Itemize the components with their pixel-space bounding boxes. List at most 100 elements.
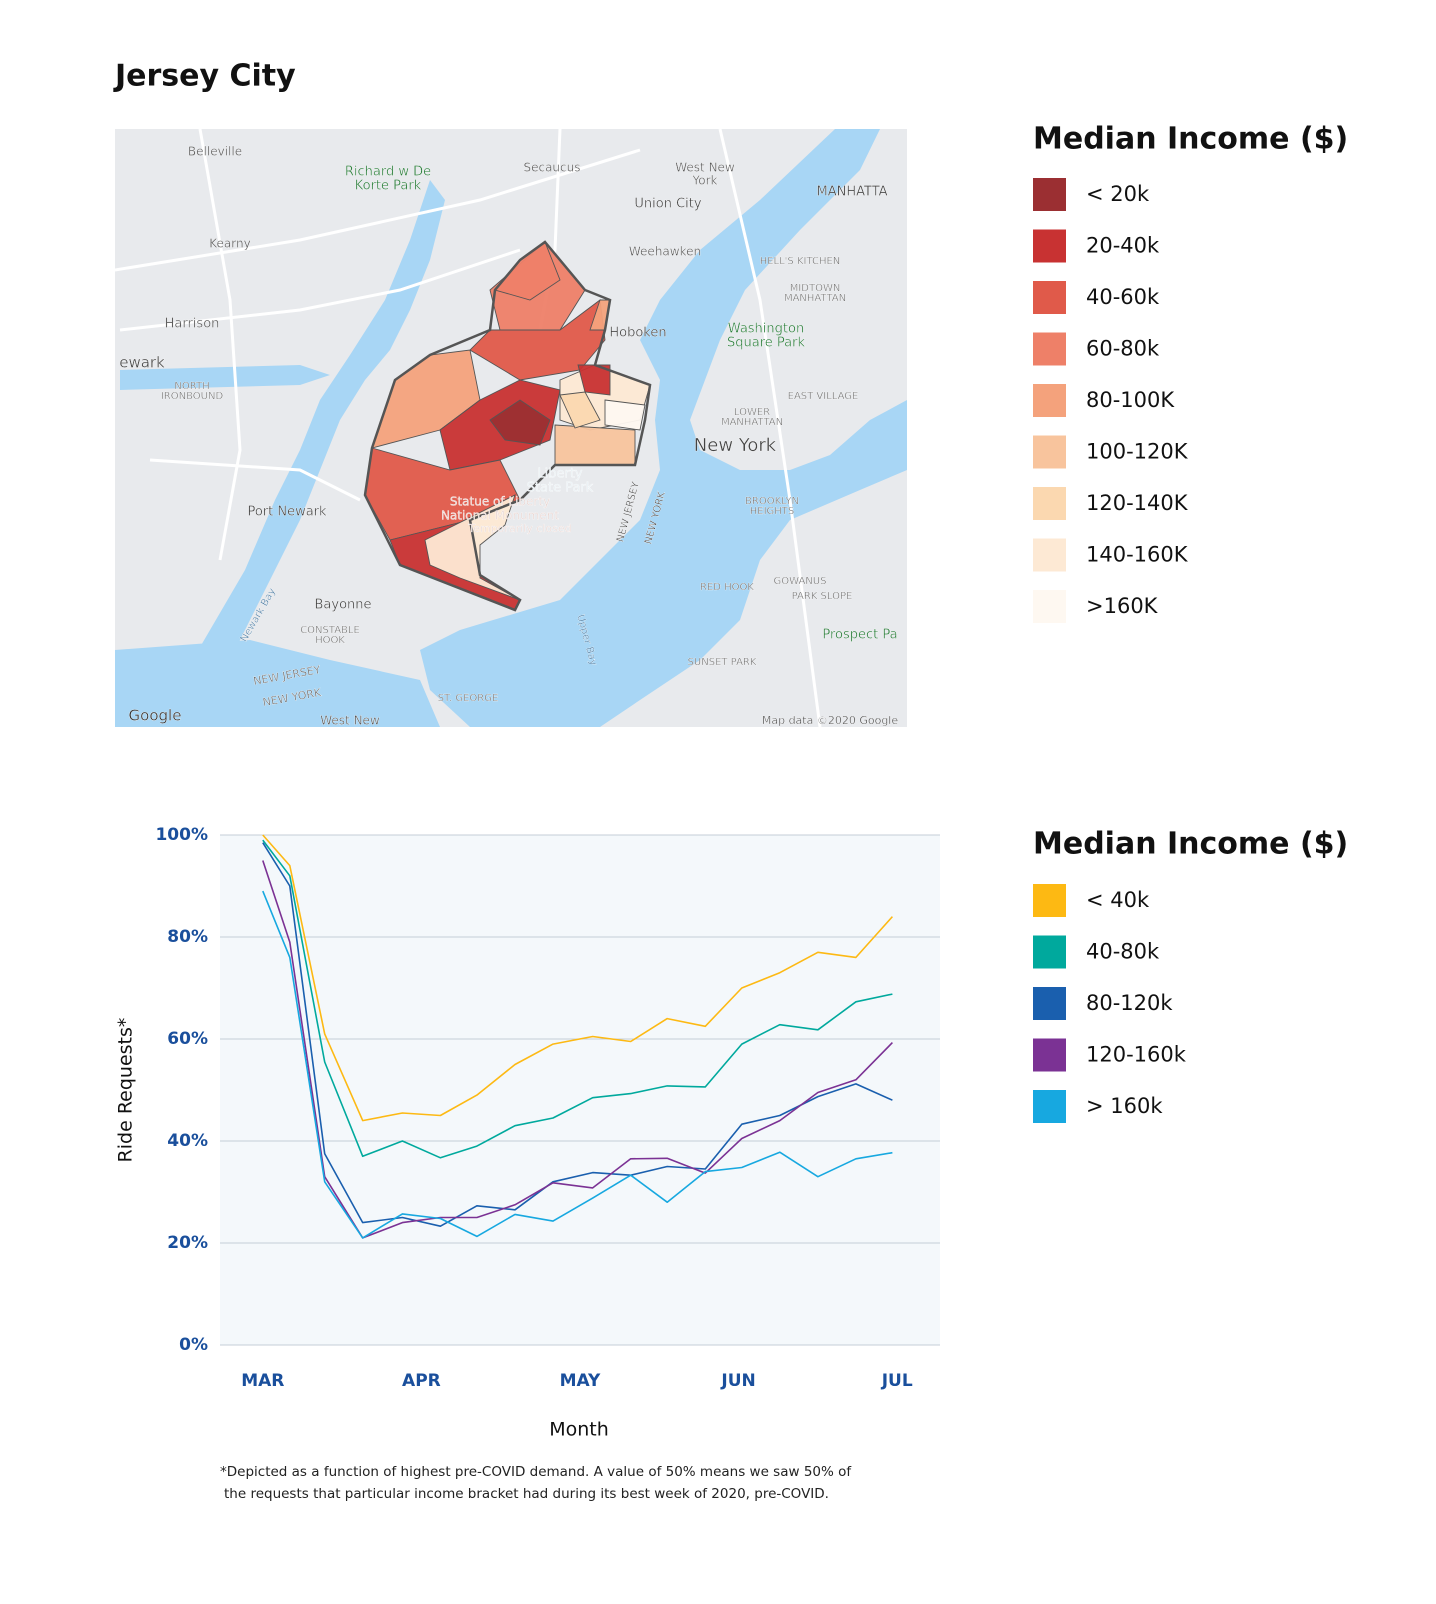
map-label: HOOK [315, 635, 345, 646]
map-label: Google [129, 707, 182, 725]
legend-swatch [1033, 590, 1066, 623]
legend-swatch [1033, 435, 1066, 469]
legend-label: 140-160K [1086, 543, 1189, 567]
map-label: IRONBOUND [161, 391, 224, 402]
series-line [262, 890, 893, 1239]
x-tick-label: JUN [720, 1371, 755, 1391]
map-label: Liberty [537, 467, 583, 482]
legend-swatch [1033, 384, 1066, 417]
x-tick-label: MAY [560, 1371, 601, 1391]
legend-swatch [1033, 1038, 1066, 1072]
x-axis-title: Month [549, 1419, 609, 1441]
legend-label: > 160k [1086, 1094, 1163, 1118]
footnote: *Depicted as a function of highest pre-C… [220, 1464, 852, 1480]
legend-swatch [1033, 487, 1066, 520]
line-chart: 0% 20% 40% 60% 80% 100% MAR APR MAY JUN JUL [155, 825, 940, 1391]
x-tick-label: JUL [881, 1371, 913, 1391]
legend-label: < 40k [1086, 888, 1150, 912]
chart-legend-title: Median Income ($) [1033, 827, 1348, 862]
y-tick-label: 80% [167, 927, 208, 947]
map-label: GOWANUS [774, 576, 827, 587]
map-label: Prospect Pa [822, 628, 897, 643]
map-region [489, 399, 551, 446]
series-line [262, 842, 893, 1227]
legend-label: 100-120K [1086, 440, 1189, 464]
legend-label: 120-140K [1086, 491, 1189, 515]
map-label: York [692, 174, 718, 188]
legend-swatch [1033, 229, 1066, 263]
map-label: Harrison [165, 317, 220, 332]
map-label: SUNSET PARK [688, 657, 757, 668]
legend-label: 80-100K [1086, 388, 1175, 412]
y-tick-label: 100% [155, 825, 208, 845]
map-label: Korte Park [355, 179, 422, 194]
map-label: West New [320, 714, 380, 728]
map-label: MANHATTAN [721, 417, 783, 428]
map-label: Bayonne [314, 598, 371, 613]
map-label: Secaucus [523, 161, 580, 175]
map-label: State Park [527, 481, 594, 496]
map-label: MIDTOWN [790, 283, 841, 294]
series-line [262, 839, 893, 1159]
map-region [577, 364, 611, 396]
map-label: Statue of Liberty [450, 495, 550, 509]
map-label: CONSTABLE [300, 625, 360, 636]
legend-swatch [1033, 987, 1066, 1020]
map-label: Weehawken [629, 245, 701, 259]
legend-swatch [1033, 935, 1066, 969]
legend-label: 40-60k [1086, 285, 1160, 309]
map-label: Washington [728, 322, 804, 337]
map-label: EAST VILLAGE [788, 391, 859, 402]
map-label: PARK SLOPE [792, 591, 853, 602]
legend-swatch [1033, 1090, 1066, 1123]
map-label: Map data ©2020 Google [762, 714, 898, 727]
map-water [115, 129, 907, 727]
map-label: BROOKLYN [745, 496, 799, 507]
map-label: MANHATTA [816, 185, 887, 200]
map-label: ST. GEORGE [438, 693, 499, 704]
legend-label: < 20k [1086, 182, 1150, 206]
map-label: Square Park [727, 336, 805, 351]
legend-label: 80-120k [1086, 991, 1173, 1015]
page-title: Jersey City [113, 59, 296, 94]
y-tick-label: 60% [167, 1029, 208, 1049]
y-tick-label: 20% [167, 1233, 208, 1253]
map-region [424, 494, 521, 601]
map-label: RED HOOK [700, 582, 754, 593]
city-outline [363, 240, 652, 612]
y-tick-label: 0% [179, 1335, 208, 1355]
legend-label: 20-40k [1086, 234, 1160, 258]
legend-swatch [1033, 884, 1066, 917]
map-label: MANHATTAN [784, 293, 846, 304]
footnote: the requests that particular income brac… [224, 1486, 829, 1502]
y-tick-label: 40% [167, 1131, 208, 1151]
map-label: Port Newark [247, 505, 327, 520]
map-label: HEIGHTS [750, 506, 795, 517]
x-tick-label: APR [402, 1371, 441, 1391]
map-label: ewark [119, 354, 165, 372]
legend-swatch [1033, 281, 1066, 314]
map-label: Richard w De [345, 165, 431, 180]
legend-swatch [1033, 538, 1066, 572]
chart-legend: < 40k 40-80k 80-120k 120-160k > 160k [1033, 884, 1187, 1123]
map-label: Union City [634, 197, 701, 212]
map-label: Hoboken [609, 326, 666, 341]
map-roads [115, 129, 822, 727]
y-axis-title: Ride Requests* [115, 1018, 137, 1163]
legend-label: 120-160k [1086, 1043, 1187, 1067]
map-region [554, 424, 636, 466]
map-label: West New [675, 161, 735, 175]
map-region [559, 391, 601, 429]
map-region [604, 399, 646, 431]
series-line [262, 834, 893, 1122]
legend-swatch [1033, 332, 1066, 366]
map-legend: < 20k 20-40k 40-60k 60-80k 80-100K 100-120K 12… [1033, 178, 1189, 623]
map-legend-title: Median Income ($) [1033, 122, 1348, 157]
legend-label: 60-80k [1086, 337, 1160, 361]
legend-label: >160K [1086, 594, 1159, 618]
legend-label: 40-80k [1086, 940, 1160, 964]
map-label: National Monument [441, 509, 559, 523]
map-label: HELL'S KITCHEN [760, 256, 841, 267]
